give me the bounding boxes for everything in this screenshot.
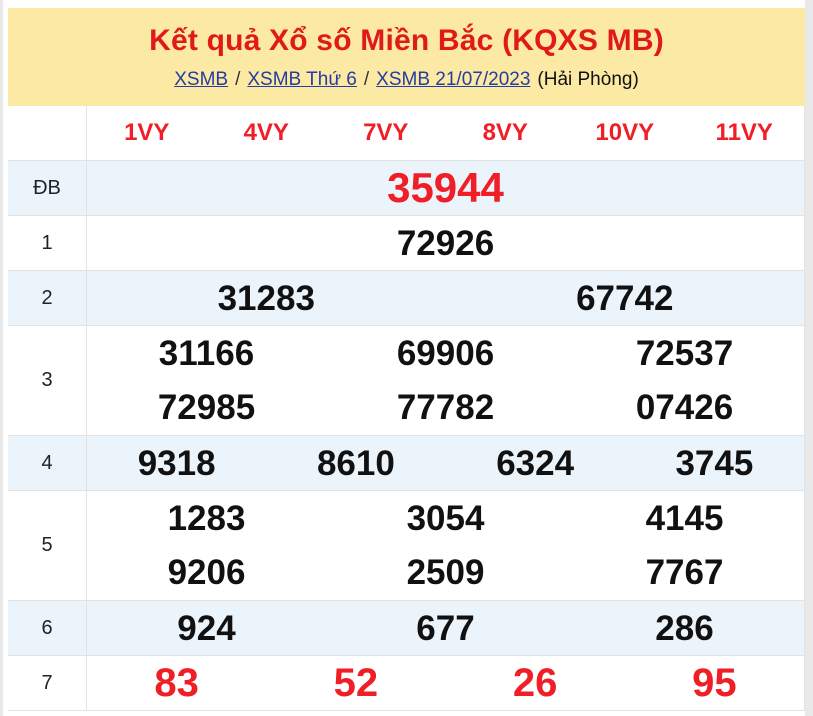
row-values: 1283 3054 4145 9206 2509 7767 xyxy=(87,491,804,600)
column-header: 11VY xyxy=(715,119,773,146)
prize-number: 924 xyxy=(177,608,236,648)
results-table-body: ĐB 35944 1 72926 2 31283 67742 3 31166 69906 72537… xyxy=(8,161,804,711)
breadcrumb-link-xsmb-date[interactable]: XSMB 21/07/2023 xyxy=(376,68,531,90)
breadcrumb: XSMB / XSMB Thứ 6 / XSMB 21/07/2023 (Hải… xyxy=(174,69,639,91)
prize-number: 2509 xyxy=(406,553,485,593)
row-label: 2 xyxy=(8,271,87,325)
prize-number: 26 xyxy=(512,661,558,705)
lottery-results-panel: Kết quả Xổ số Miền Bắc (KQXS MB) XSMB / … xyxy=(8,8,805,711)
table-row: 1 72926 xyxy=(8,216,804,271)
breadcrumb-link-xsmb[interactable]: XSMB xyxy=(174,68,229,90)
prize-number: 6324 xyxy=(496,443,575,483)
row-label: 4 xyxy=(8,436,87,490)
prize-number: 7767 xyxy=(645,553,724,593)
prize-number: 677 xyxy=(416,608,475,648)
prize-line: 83 52 26 95 xyxy=(87,656,804,710)
prize-line: 72926 xyxy=(87,216,804,270)
prize-number: 35944 xyxy=(387,164,504,211)
table-row: 2 31283 67742 xyxy=(8,271,804,326)
prize-number: 31283 xyxy=(217,278,315,318)
row-label: 1 xyxy=(8,216,87,270)
table-row: 4 9318 8610 6324 3745 xyxy=(8,436,804,491)
prize-number: 4145 xyxy=(645,498,724,538)
row-values: 35944 xyxy=(87,161,804,215)
prize-number: 52 xyxy=(333,661,379,705)
masthead: Kết quả Xổ số Miền Bắc (KQXS MB) XSMB / … xyxy=(8,8,805,106)
prize-number: 1283 xyxy=(167,498,246,538)
breadcrumb-suffix: (Hải Phòng) xyxy=(537,68,639,90)
prize-number: 67742 xyxy=(576,278,674,318)
prize-number: 9206 xyxy=(167,553,246,593)
prize-line: 924 677 286 xyxy=(87,601,804,655)
prize-number: 31166 xyxy=(158,333,255,373)
table-row: 7 83 52 26 95 xyxy=(8,656,804,711)
row-values: 31166 69906 72537 72985 77782 07426 xyxy=(87,326,804,435)
prize-number: 72985 xyxy=(157,388,256,428)
column-header: 8VY xyxy=(482,119,528,146)
prize-line: 31166 69906 72537 xyxy=(87,326,804,381)
row-label: 6 xyxy=(8,601,87,655)
row-label: 5 xyxy=(8,491,87,600)
prize-number: 77782 xyxy=(396,388,495,428)
column-header: 1VY xyxy=(124,119,170,146)
prize-number: 83 xyxy=(154,661,199,705)
table-row: 5 1283 3054 4145 9206 2509 7767 xyxy=(8,491,804,601)
breadcrumb-link-xsmb-weekday[interactable]: XSMB Thứ 6 xyxy=(247,68,357,90)
prize-line: 1283 3054 4145 xyxy=(87,491,804,546)
column-header: 10VY xyxy=(595,119,655,146)
column-header: 7VY xyxy=(363,119,409,146)
page-edge-left xyxy=(0,0,3,716)
page-title: Kết quả Xổ số Miền Bắc (KQXS MB) xyxy=(149,23,664,57)
prize-number: 8610 xyxy=(316,443,395,483)
prize-number: 72926 xyxy=(396,223,495,263)
prize-line: 9318 8610 6324 3745 xyxy=(87,436,804,490)
prize-number: 3745 xyxy=(675,443,754,483)
results-table-header: 1VY 4VY 7VY 8VY 10VY 11VY xyxy=(8,106,804,161)
prize-number: 9318 xyxy=(137,443,216,483)
header-label-spacer xyxy=(8,106,87,160)
row-label: 3 xyxy=(8,326,87,435)
row-values: 31283 67742 xyxy=(87,271,804,325)
row-label: 7 xyxy=(8,656,87,710)
row-values: 924 677 286 xyxy=(87,601,804,655)
table-row: ĐB 35944 xyxy=(8,161,804,216)
prize-line: 31283 67742 xyxy=(87,271,804,325)
table-row: 6 924 677 286 xyxy=(8,601,804,656)
prize-number: 3054 xyxy=(406,498,485,538)
row-values: 83 52 26 95 xyxy=(87,656,804,710)
prize-number: 95 xyxy=(692,661,737,705)
table-row: 3 31166 69906 72537 72985 77782 07426 xyxy=(8,326,804,436)
prize-number: 69906 xyxy=(396,333,495,373)
prize-number: 07426 xyxy=(635,388,734,428)
prize-number: 286 xyxy=(655,608,714,648)
prize-line: 9206 2509 7767 xyxy=(87,546,804,601)
row-values: 72926 xyxy=(87,216,804,270)
prize-line: 35944 xyxy=(87,161,804,215)
breadcrumb-separator: / xyxy=(363,68,370,90)
page-edge-right xyxy=(805,0,813,716)
row-label: ĐB xyxy=(8,161,87,215)
column-header: 4VY xyxy=(243,119,289,146)
prize-line: 72985 77782 07426 xyxy=(87,381,804,436)
prize-number: 72537 xyxy=(635,333,734,373)
row-values: 9318 8610 6324 3745 xyxy=(87,436,804,490)
results-table: 1VY 4VY 7VY 8VY 10VY 11VY ĐB 35944 1 72926 2… xyxy=(8,106,805,711)
breadcrumb-separator: / xyxy=(235,68,241,90)
